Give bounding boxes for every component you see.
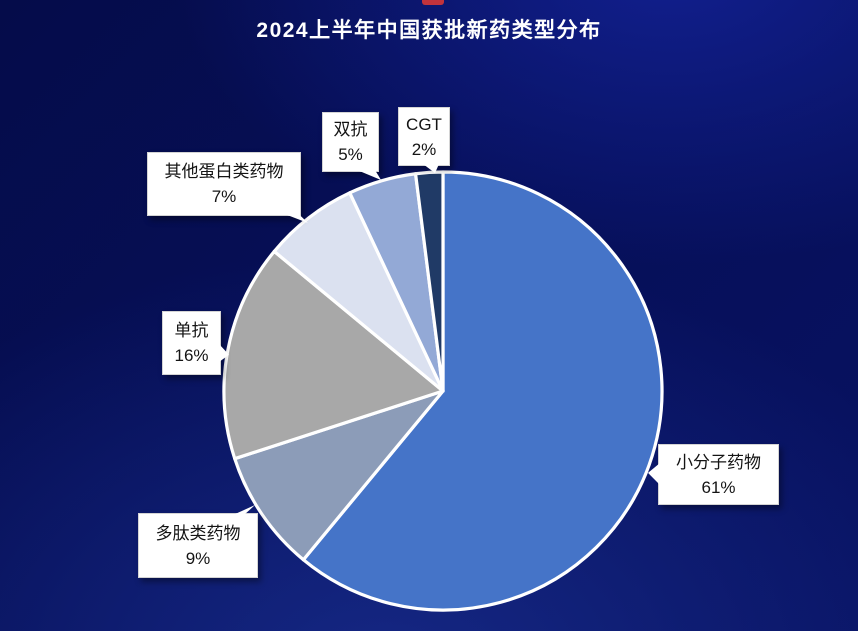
callout-pointer xyxy=(219,344,229,362)
callout-percent: 9% xyxy=(185,548,211,568)
callout-percent: 5% xyxy=(338,145,363,164)
callout-cgt: CGT 2% xyxy=(398,107,450,173)
chart-title: 2024上半年中国获批新药类型分布 xyxy=(256,19,602,42)
callout-label: 小分子药物 xyxy=(676,452,761,472)
callout-label: CGT xyxy=(406,114,442,134)
callout-monoclonal-antibody: 单抗 16% xyxy=(162,311,229,375)
callout-small-molecule-drugs: 小分子药物 61% xyxy=(648,444,779,505)
callout-bispecific-antibody: 双抗 5% xyxy=(322,112,381,180)
callout-label: 多肽类药物 xyxy=(155,523,241,543)
pie-slice-小分子药物 xyxy=(301,170,664,612)
callout-label: 单抗 xyxy=(174,321,209,340)
callout-peptide-drugs: 多肽类药物 9% xyxy=(138,505,258,578)
callout-percent: 2% xyxy=(411,139,437,159)
callout-label: 其他蛋白类药物 xyxy=(164,162,284,181)
callout-pointer xyxy=(233,505,255,515)
callout-percent: 16% xyxy=(174,346,209,365)
pie-chart xyxy=(222,170,664,612)
callout-percent: 61% xyxy=(701,477,736,497)
pie-slice-单抗 xyxy=(222,249,445,461)
pie-slice-多肽类药物 xyxy=(233,389,445,562)
callout-percent: 7% xyxy=(211,187,237,206)
callout-label: 双抗 xyxy=(333,120,368,139)
top-red-dash-decoration xyxy=(422,0,444,5)
callout-pointer xyxy=(423,164,439,173)
callout-pointer xyxy=(357,170,381,180)
callout-other-protein-drugs: 其他蛋白类药物 7% xyxy=(147,152,308,223)
callout-pointer xyxy=(282,213,308,223)
pie-slice-CGT xyxy=(413,170,445,393)
